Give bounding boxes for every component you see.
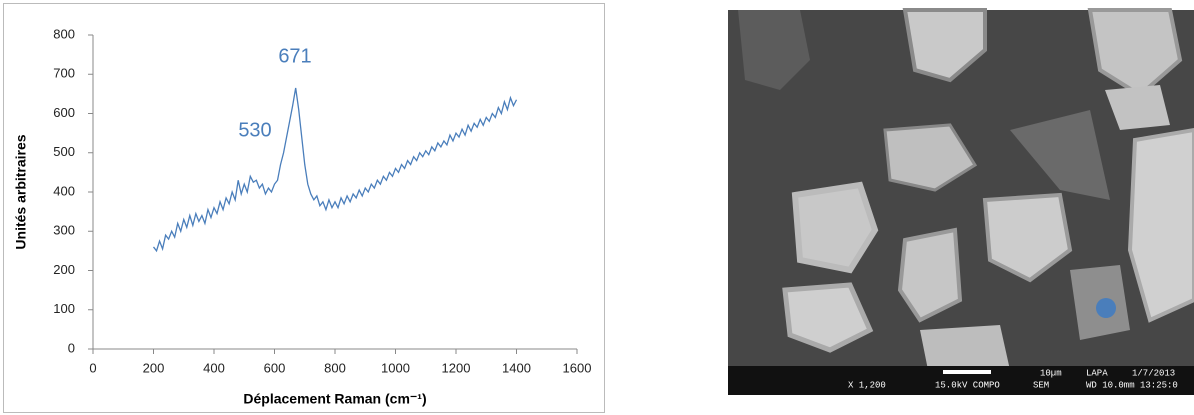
grain [791, 181, 879, 274]
wd-time-label: WD 10.0mm 13:25:0 [1086, 380, 1178, 390]
grain [1105, 85, 1170, 130]
y-tick-label: 700 [53, 66, 75, 81]
grain [1127, 127, 1194, 323]
grain [982, 192, 1073, 283]
matrix [1010, 110, 1110, 200]
peak-annotation: 530 [238, 119, 271, 141]
spectrum-line [152, 87, 518, 253]
scale-bar [943, 370, 991, 374]
grain [782, 282, 874, 353]
x-tick-label: 1200 [442, 360, 471, 375]
y-tick-label: 0 [68, 340, 75, 355]
x-tick-label: 200 [143, 360, 165, 375]
y-tick-label: 800 [53, 26, 75, 41]
x-tick-label: 800 [324, 360, 346, 375]
x-tick-label: 600 [264, 360, 286, 375]
grain [902, 8, 987, 83]
analysis-spot [1096, 298, 1116, 318]
lab-label: LAPA [1086, 368, 1108, 378]
grain [883, 123, 978, 192]
x-tick-label: 400 [203, 360, 225, 375]
y-tick-label: 500 [53, 144, 75, 159]
grain [1087, 8, 1183, 98]
chart-frame [3, 3, 605, 413]
x-axis-title: Déplacement Raman (cm⁻¹) [243, 391, 426, 407]
voltage-label: 15.0kV COMPO [935, 380, 1000, 390]
x-tick-label: 0 [89, 360, 96, 375]
y-axis-title: Unités arbitraires [13, 134, 29, 249]
grain [738, 10, 810, 90]
y-tick-label: 400 [53, 183, 75, 198]
sem-image: 10µm LAPA 1/7/2013 X 1,200 15.0kV COMPO … [728, 8, 1194, 395]
peak-annotation: 671 [278, 45, 311, 67]
detector-label: SEM [1033, 380, 1049, 390]
x-tick-label: 1000 [381, 360, 410, 375]
y-tick-label: 600 [53, 105, 75, 120]
date-label: 1/7/2013 [1132, 368, 1175, 378]
grain [897, 227, 963, 323]
x-tick-label: 1400 [502, 360, 531, 375]
x-tick-label: 1600 [563, 360, 592, 375]
y-tick-label: 200 [53, 262, 75, 277]
y-tick-label: 100 [53, 301, 75, 316]
magnification-label: X 1,200 [848, 380, 886, 390]
scale-label: 10µm [1040, 368, 1062, 378]
y-tick-label: 300 [53, 223, 75, 238]
